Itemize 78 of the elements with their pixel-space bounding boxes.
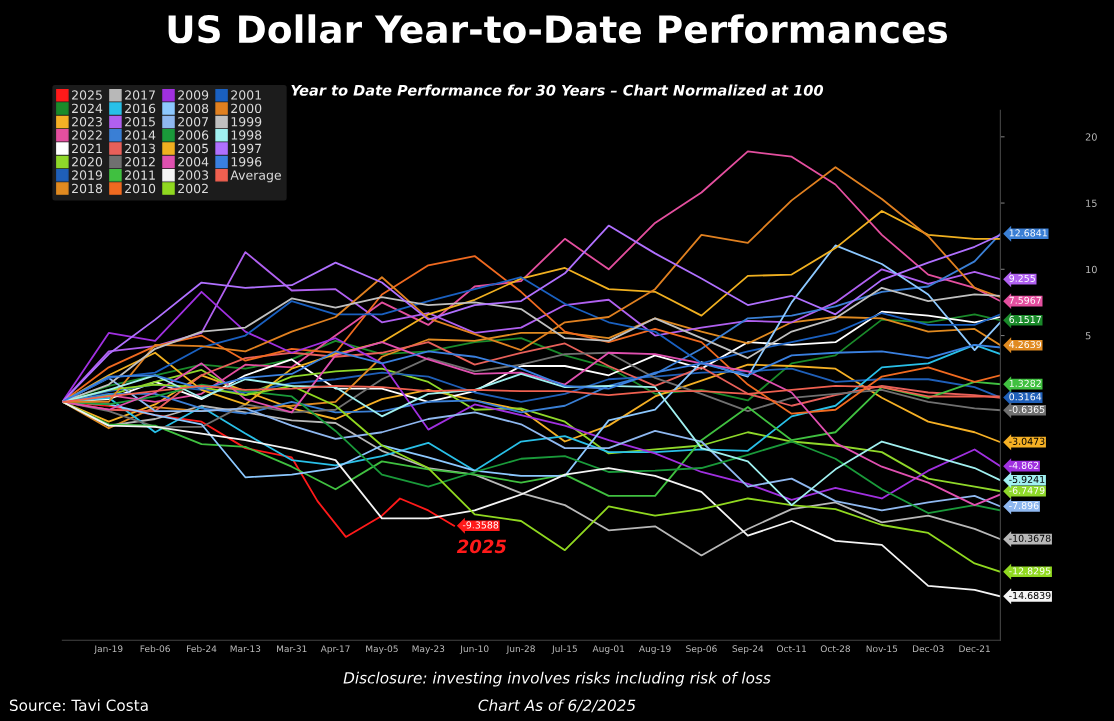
- x-tick-label: Dec-03: [913, 645, 944, 653]
- data-label: 1.3282: [1009, 379, 1041, 387]
- data-label: 7.5967: [1009, 296, 1041, 304]
- x-tick-label: Sep-24: [732, 645, 764, 654]
- legend-label: 2009: [178, 90, 209, 100]
- legend-label: 2024: [72, 103, 103, 114]
- legend-label: 2016: [125, 103, 156, 114]
- x-tick-label: Jan-19: [93, 645, 123, 654]
- data-label: -10.3678: [1009, 534, 1051, 542]
- x-tick-label: Dec-21: [959, 645, 990, 653]
- data-label: -14.6839: [1009, 591, 1051, 600]
- text: Disclosure: investing involves risks including risk of loss: [343, 671, 771, 687]
- legend-label: 2006: [178, 130, 209, 140]
- legend-label: 2007: [178, 116, 208, 127]
- y-tick-label: 5: [1085, 332, 1091, 340]
- legend-label: 2014: [125, 130, 156, 140]
- data-label: -9.3588: [462, 521, 499, 529]
- legend-label: 2002: [178, 183, 208, 194]
- legend-label: 2001: [231, 90, 261, 100]
- x-tick-label: Feb-06: [140, 645, 170, 653]
- x-tick-label: Oct-28: [820, 645, 851, 653]
- legend-label: 2018: [72, 183, 103, 194]
- legend-label: 1998: [231, 130, 262, 140]
- legend-label: Average: [230, 170, 281, 183]
- data-label: 4.2639: [1009, 340, 1042, 349]
- legend-label: 2023: [72, 116, 102, 127]
- chart-subtitle: Year to Date Performance for 30 Years – Chart Normalized at 100: [291, 84, 824, 96]
- text: Chart As of 6/2/2025: [478, 699, 636, 713]
- legend-label: 1997: [231, 143, 262, 154]
- data-label: 0.3164: [1009, 393, 1042, 401]
- data-label: -3.0473: [1009, 437, 1045, 445]
- legend-label: 2008: [178, 103, 209, 114]
- x-tick-label: Aug-19: [638, 645, 671, 654]
- source-note: Source: Tavi Costa: [9, 699, 148, 712]
- x-tick-label: Apr-17: [320, 645, 350, 654]
- x-tick-label: Oct-11: [776, 645, 806, 653]
- data-label: -12.8295: [1009, 567, 1051, 575]
- legend-label: 2010: [125, 183, 156, 194]
- data-label: 6.1517: [1009, 315, 1041, 324]
- x-tick-label: Feb-24: [187, 645, 217, 653]
- x-tick-label: Mar-31: [277, 645, 307, 653]
- x-tick-label: Jun-10: [459, 645, 489, 654]
- annotation: 2025: [456, 539, 507, 554]
- data-label: 12.6841: [1009, 229, 1047, 237]
- x-tick-label: Jun-28: [506, 645, 535, 654]
- data-label: -5.9241: [1009, 475, 1045, 483]
- legend-label: 2017: [125, 90, 155, 100]
- data-label: -6.7479: [1009, 486, 1045, 494]
- legend-label: 2019: [72, 170, 103, 180]
- data-label: -4.862: [1009, 461, 1039, 469]
- legend-label: 2020: [72, 157, 103, 167]
- x-tick-label: Mar-13: [230, 645, 261, 653]
- data-label: -7.896: [1009, 501, 1039, 510]
- x-tick-label: May-23: [412, 645, 445, 654]
- legend-label: 1996: [231, 157, 262, 167]
- legend-label: 2015: [125, 116, 155, 127]
- x-tick-label: Sep-06: [686, 645, 717, 654]
- x-tick-label: May-05: [366, 645, 398, 654]
- legend-label: 1999: [231, 116, 262, 127]
- legend-label: 2022: [72, 130, 102, 140]
- x-tick-label: Aug-01: [592, 645, 625, 654]
- data-label: 9.255: [1009, 274, 1035, 282]
- y-tick-label: 15: [1086, 199, 1097, 207]
- x-tick-label: Nov-15: [866, 645, 898, 653]
- chart-title: US Dollar Year-to-Date Performances: [168, 14, 948, 44]
- x-tick-label: Jul-15: [551, 645, 577, 654]
- legend-label: 2005: [178, 143, 208, 154]
- legend-label: 2004: [178, 157, 209, 167]
- data-label: -0.6365: [1009, 405, 1045, 413]
- y-tick-label: 10: [1086, 265, 1097, 274]
- legend-label: 2003: [178, 170, 209, 180]
- legend-label: 2011: [125, 170, 155, 180]
- legend-label: 2025: [72, 90, 102, 100]
- y-tick-label: 20: [1085, 133, 1097, 141]
- legend-label: 2012: [125, 157, 155, 167]
- legend-label: 2013: [125, 143, 155, 154]
- legend-label: 2000: [231, 103, 262, 114]
- legend-label: 2021: [72, 143, 102, 154]
